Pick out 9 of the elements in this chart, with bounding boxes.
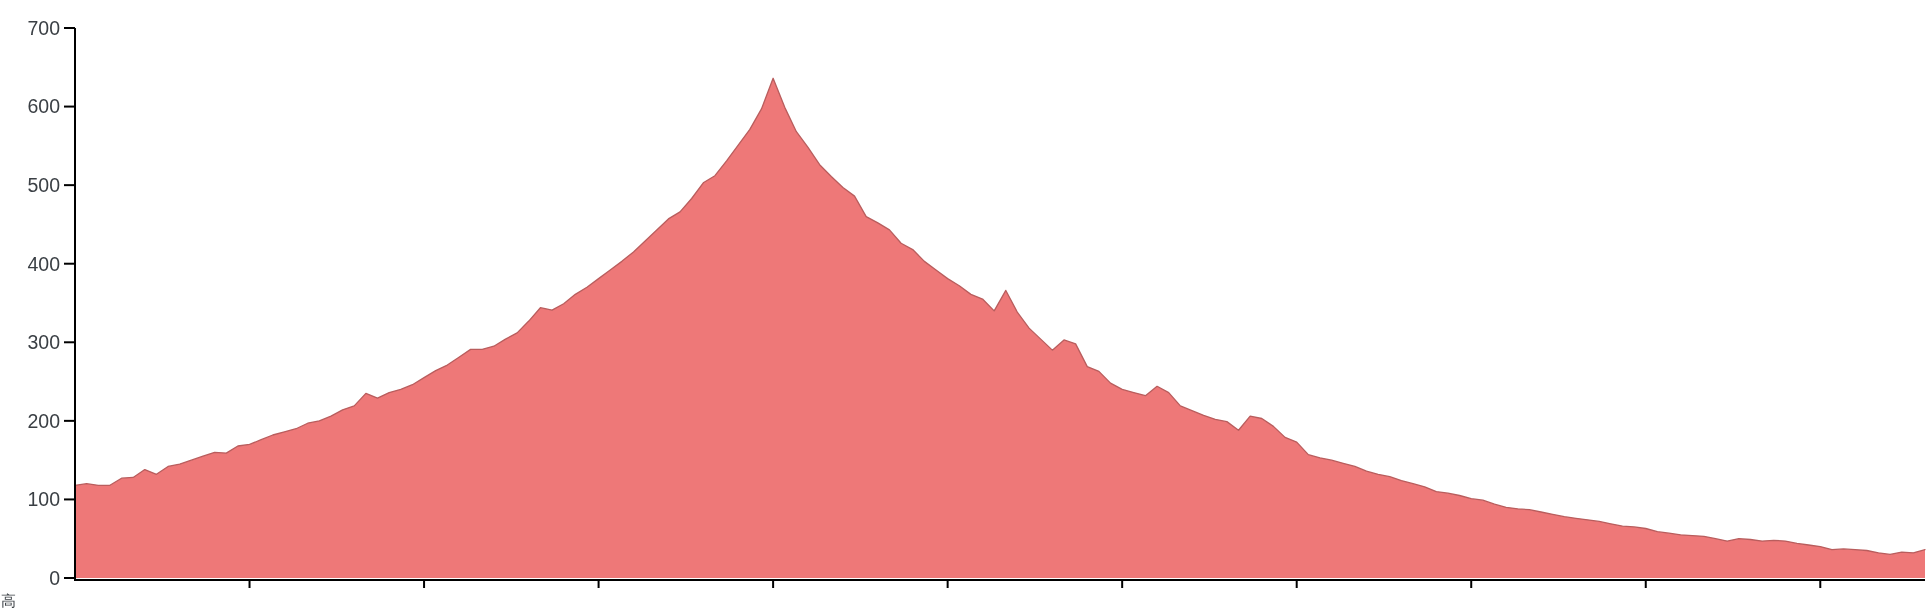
y-tick-label: 100 <box>27 488 61 511</box>
y-tick-label: 600 <box>27 95 61 118</box>
y-axis-title: 高 <box>1 592 16 609</box>
y-tick-label: 300 <box>27 331 61 354</box>
y-tick-label: 0 <box>49 566 61 589</box>
y-tick-label: 400 <box>27 252 61 275</box>
y-tick-label: 700 <box>27 16 61 39</box>
y-tick-label: 500 <box>27 173 61 196</box>
y-tick-label: 200 <box>27 409 61 432</box>
